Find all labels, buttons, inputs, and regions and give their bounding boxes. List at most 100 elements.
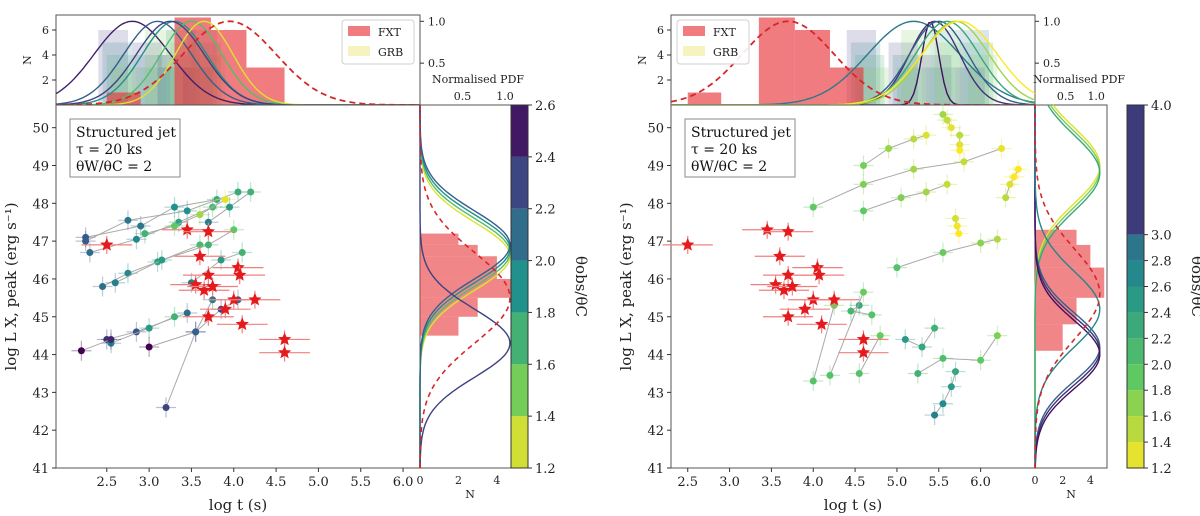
grb-point bbox=[922, 131, 930, 139]
grb-point bbox=[910, 135, 918, 143]
grb-point bbox=[901, 335, 909, 343]
fxt-side-bar bbox=[420, 256, 497, 279]
x-tick-label: 3.5 bbox=[181, 475, 202, 490]
annotation-line: θW/θC = 2 bbox=[76, 159, 152, 175]
grb-point bbox=[993, 235, 1001, 243]
y-tick-label: 44 bbox=[647, 349, 664, 364]
fxt-star bbox=[768, 277, 783, 291]
grb-point bbox=[234, 188, 242, 196]
annotation-line: Structured jet bbox=[76, 125, 176, 141]
y-tick-label: 46 bbox=[32, 273, 49, 288]
colorbar-segment bbox=[511, 260, 528, 313]
y-tick-label: 43 bbox=[32, 386, 49, 401]
x-tick-label: 3.5 bbox=[761, 475, 782, 490]
x-axis-label: log t (s) bbox=[824, 496, 882, 514]
legend-fxt-swatch bbox=[683, 26, 705, 36]
top-right-tick-label: 0.5 bbox=[428, 57, 446, 70]
grb-hist-bar bbox=[922, 55, 952, 105]
y-tick-label: 42 bbox=[647, 424, 664, 439]
top-ytick-label: 2 bbox=[42, 74, 49, 87]
y-tick-label: 48 bbox=[32, 197, 49, 212]
top-ylabel: N bbox=[21, 55, 34, 65]
fxt-side-bar bbox=[420, 278, 517, 298]
colorbar-frame bbox=[510, 104, 529, 469]
colorbar-segment bbox=[511, 364, 528, 417]
fxt-side-bar bbox=[1035, 324, 1063, 351]
x-tick-label: 4.5 bbox=[266, 475, 287, 490]
grb-point bbox=[192, 328, 200, 336]
colorbar-segment bbox=[1127, 286, 1144, 313]
grb-point bbox=[221, 196, 229, 204]
fxt-star bbox=[856, 332, 871, 346]
grb-point bbox=[183, 309, 191, 317]
y-tick-label: 50 bbox=[32, 122, 49, 137]
grb-point bbox=[217, 256, 225, 264]
fxt-star bbox=[201, 268, 215, 281]
colorbar-segment bbox=[1127, 338, 1144, 365]
grb-point bbox=[939, 110, 947, 118]
legend-grb-label: GRB bbox=[713, 46, 738, 59]
fxt-star bbox=[815, 317, 829, 330]
fxt-star bbox=[812, 268, 826, 281]
side-top-tick-label: 1.0 bbox=[496, 90, 514, 103]
x-tick-label: 5.0 bbox=[308, 475, 329, 490]
grb-point bbox=[124, 216, 132, 224]
y-axis-label: log L X, peak (erg s⁻¹) bbox=[617, 202, 635, 370]
top-ytick-label: 6 bbox=[42, 24, 49, 37]
grb-point bbox=[955, 230, 963, 238]
top-ylabel: N bbox=[636, 55, 649, 65]
grb-point bbox=[1014, 165, 1022, 173]
grb-point bbox=[141, 230, 149, 238]
grb-point bbox=[956, 141, 964, 149]
top-ytick-label: 6 bbox=[657, 24, 664, 37]
grb-point bbox=[910, 165, 918, 173]
grb-point bbox=[77, 347, 85, 355]
colorbar-tick-label: 1.2 bbox=[1151, 462, 1172, 477]
y-tick-label: 47 bbox=[647, 235, 664, 250]
grb-point bbox=[855, 369, 863, 377]
grb-point bbox=[809, 203, 817, 211]
grb-point bbox=[204, 241, 212, 249]
fxt-side-bar bbox=[1035, 297, 1077, 325]
fxt-star bbox=[235, 317, 249, 330]
x-tick-label: 6.0 bbox=[970, 475, 991, 490]
colorbar-segment bbox=[511, 312, 528, 365]
grb-side-pdf bbox=[1034, 105, 1101, 468]
x-tick-label: 5.5 bbox=[350, 475, 371, 490]
side-x-label: N bbox=[1066, 488, 1076, 501]
grb-point bbox=[1006, 180, 1014, 188]
colorbar-label: θobs/θC bbox=[572, 256, 590, 317]
y-tick-label: 45 bbox=[32, 311, 49, 326]
colorbar-tick-label: 1.2 bbox=[535, 462, 556, 477]
grb-point bbox=[960, 158, 968, 166]
grb-point bbox=[247, 188, 255, 196]
grb-point bbox=[162, 404, 170, 411]
grb-point bbox=[82, 237, 90, 245]
grb-point bbox=[859, 288, 867, 296]
x-tick-label: 5.5 bbox=[928, 475, 949, 490]
fxt-star bbox=[201, 224, 215, 238]
grb-point bbox=[99, 283, 107, 290]
top-histogram: 2 4 6 N 0.5 1.0 FXT GRB Normalised PDF 0.5 1.0 bbox=[21, 14, 524, 106]
colorbar-segment bbox=[1127, 234, 1144, 261]
colorbar-segment bbox=[1127, 312, 1144, 339]
top-right-tick-label: 0.5 bbox=[1043, 57, 1061, 70]
colorbar-segment bbox=[1127, 364, 1144, 391]
colorbar-label: θobs/θC bbox=[1188, 256, 1200, 317]
grb-point bbox=[859, 162, 867, 169]
grb-point bbox=[204, 218, 212, 226]
fxt-star bbox=[810, 260, 825, 274]
grb-point bbox=[977, 239, 985, 247]
grb-point bbox=[826, 371, 834, 379]
fxt-star bbox=[201, 309, 215, 323]
grb-point bbox=[124, 269, 132, 277]
grb-track-line bbox=[115, 229, 235, 284]
grb-point bbox=[952, 368, 960, 376]
grb-point bbox=[137, 222, 145, 230]
grb-point bbox=[914, 369, 922, 377]
grb-track-line bbox=[85, 191, 239, 242]
top-right-tick-label: 1.0 bbox=[428, 15, 446, 28]
